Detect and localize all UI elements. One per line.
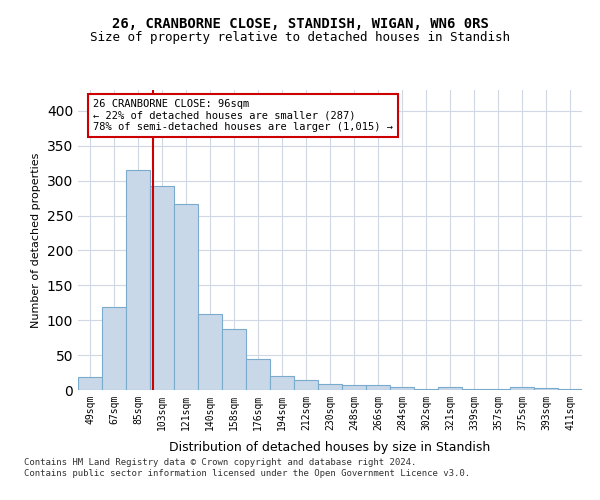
Text: 26, CRANBORNE CLOSE, STANDISH, WIGAN, WN6 0RS: 26, CRANBORNE CLOSE, STANDISH, WIGAN, WN… xyxy=(112,18,488,32)
Bar xyxy=(198,314,222,390)
Bar xyxy=(366,385,390,390)
Bar xyxy=(510,386,534,390)
X-axis label: Distribution of detached houses by size in Standish: Distribution of detached houses by size … xyxy=(169,441,491,454)
Bar xyxy=(270,376,294,390)
Bar xyxy=(126,170,150,390)
Bar xyxy=(318,384,342,390)
Bar xyxy=(78,378,102,390)
Bar xyxy=(534,388,558,390)
Bar xyxy=(294,380,318,390)
Bar xyxy=(558,388,582,390)
Bar xyxy=(486,388,510,390)
Bar xyxy=(462,388,486,390)
Bar xyxy=(342,385,366,390)
Bar xyxy=(246,360,270,390)
Bar xyxy=(150,186,174,390)
Bar xyxy=(174,204,198,390)
Bar xyxy=(438,387,462,390)
Bar xyxy=(390,386,414,390)
Y-axis label: Number of detached properties: Number of detached properties xyxy=(31,152,41,328)
Text: Contains HM Land Registry data © Crown copyright and database right 2024.
Contai: Contains HM Land Registry data © Crown c… xyxy=(24,458,470,477)
Bar xyxy=(102,307,126,390)
Text: 26 CRANBORNE CLOSE: 96sqm
← 22% of detached houses are smaller (287)
78% of semi: 26 CRANBORNE CLOSE: 96sqm ← 22% of detac… xyxy=(93,99,393,132)
Bar xyxy=(222,328,246,390)
Bar xyxy=(414,388,438,390)
Text: Size of property relative to detached houses in Standish: Size of property relative to detached ho… xyxy=(90,31,510,44)
